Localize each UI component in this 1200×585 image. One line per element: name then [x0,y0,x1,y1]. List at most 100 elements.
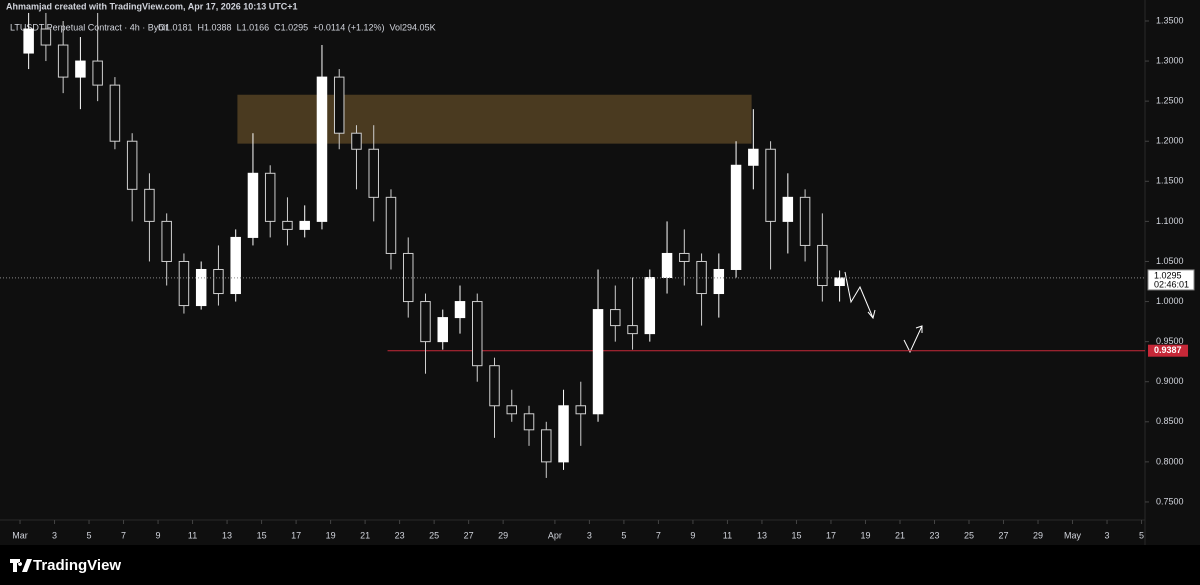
candle-body [282,220,293,230]
candle-body [40,28,52,46]
candle-body [817,244,828,287]
ohlc-item: C1.0295 [274,22,308,32]
x-tick-label: 5 [621,530,626,540]
candle-body [109,84,121,142]
y-tick-label: 1.1000 [1156,216,1184,226]
x-tick-label: 25 [429,530,439,540]
x-tick-label: 13 [757,530,767,540]
symbol: LTUSDT Perpetual Contract · 4h · Bybit [10,22,168,32]
candle-body [610,309,621,327]
x-tick-label: 11 [188,530,197,540]
x-tick-label: 3 [587,530,592,540]
candle-body [316,76,328,222]
candle-body [437,317,448,343]
y-tick-label: 1.3000 [1156,55,1184,65]
candle-body [213,268,224,295]
candle-body [299,220,310,230]
arrow-up [903,325,923,354]
level-label: 0.9387 [1154,345,1182,355]
x-tick-label: 23 [395,530,405,540]
x-tick-label: 9 [690,530,695,540]
supply-zone [237,94,752,144]
candle-body [489,365,500,407]
x-tick-label: 15 [791,530,801,540]
y-tick-label: 1.2000 [1156,136,1184,146]
candle-body [161,220,172,262]
x-tick-label: 7 [121,530,126,540]
x-tick-label: 17 [826,530,836,540]
ohlc-item: O1.0181 [158,22,193,32]
brand: TradingView [10,557,121,574]
x-tick-label: 5 [1139,530,1144,540]
x-tick-label: 15 [257,530,267,540]
x-tick-label: 9 [156,530,161,540]
y-tick-label: 0.9500 [1156,336,1184,346]
candle-body [92,60,103,86]
candle-body [523,413,535,431]
y-tick-label: 1.1500 [1156,176,1184,186]
candle-body [144,188,155,222]
candle-body [679,252,690,262]
candle-body [385,196,397,254]
x-tick-label: 13 [222,530,232,540]
candle-body [592,309,604,415]
ohlc-item: +0.0114 (+1.12%) [313,22,384,32]
candle-body [506,405,518,415]
x-tick-label: 11 [723,530,732,540]
candle-body [195,268,207,307]
candle-body [368,148,379,198]
candle-body [541,429,552,463]
y-tick-label: 1.0000 [1156,296,1184,306]
x-tick-label: 7 [656,530,661,540]
y-tick-label: 0.7500 [1156,496,1184,506]
x-tick-label: 23 [929,530,939,540]
x-tick-label: 21 [895,530,905,540]
candle-body [661,252,673,279]
candle-body [454,301,466,319]
countdown: 02:46:01 [1154,279,1189,289]
ohlc-item: Vol294.05K [390,22,436,32]
last-price-badge [1147,269,1195,291]
candle-body [834,277,845,287]
candle-body [230,236,241,295]
brand-name: TradingView [33,557,121,574]
x-tick-label: 27 [464,530,474,540]
x-tick-label: Apr [548,530,562,540]
arrow-down [844,271,874,319]
candle-body [333,76,345,134]
candle-body [420,301,431,343]
candle-body [696,260,707,295]
x-tick-label: 19 [326,530,336,540]
candle-body [472,301,483,367]
footer-bar [0,545,1200,585]
y-tick-label: 0.9000 [1156,376,1184,386]
candle-body [264,172,276,222]
x-tick-label: Mar [12,530,28,540]
candle-body [782,196,794,222]
x-tick-label: 17 [291,530,301,540]
candle-body [748,148,759,166]
candle-body [713,268,725,295]
candle-body [75,60,86,78]
candle-body [575,405,587,415]
x-tick-label: 29 [498,530,508,540]
y-tick-label: 0.8000 [1156,456,1184,466]
x-tick-label: 3 [52,530,57,540]
candle-body [730,164,742,270]
x-tick-label: 29 [1033,530,1043,540]
x-tick-label: 21 [360,530,370,540]
candle-body [23,28,34,54]
candle-body [558,405,569,463]
candle-body [765,148,776,222]
x-tick-label: May [1064,530,1082,540]
brand-logo [10,559,32,572]
candle-body [627,325,638,335]
x-tick-label: 3 [1105,530,1110,540]
y-tick-label: 1.3500 [1156,15,1184,25]
x-tick-label: 27 [999,530,1009,540]
level-badge [1148,344,1188,357]
x-tick-label: 5 [87,530,92,540]
x-tick-label: 19 [860,530,870,540]
arrow-head [867,309,876,320]
